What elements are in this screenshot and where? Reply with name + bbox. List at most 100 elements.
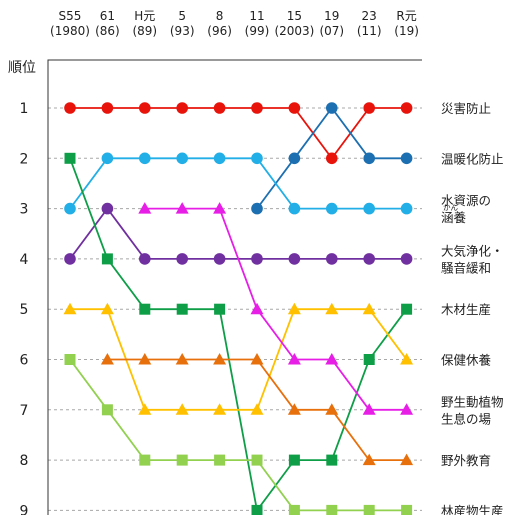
data-point — [288, 253, 301, 265]
data-point — [400, 453, 414, 466]
x-tick-label: 15 (2003) — [274, 9, 314, 38]
data-point — [250, 353, 264, 365]
data-point — [400, 102, 413, 114]
series-line — [69, 207, 407, 260]
series-1 — [64, 102, 413, 165]
x-tick-label: 61 (86) — [95, 9, 120, 38]
legend-label: 野外教育 — [441, 453, 491, 468]
data-point — [363, 354, 375, 365]
data-point — [400, 253, 413, 265]
data-point — [326, 504, 338, 516]
legend-label: 木材生産 — [441, 302, 491, 317]
data-point — [100, 353, 114, 365]
data-point — [138, 353, 152, 365]
data-point — [325, 302, 339, 315]
ruby-annotation: かん — [443, 203, 458, 212]
data-point — [213, 102, 226, 114]
data-point — [101, 152, 114, 165]
data-point — [362, 403, 376, 415]
y-tick-label: 2 — [20, 151, 29, 167]
series-7 — [138, 202, 414, 415]
series-3 — [64, 152, 413, 215]
y-tick-label: 9 — [20, 503, 29, 515]
data-point — [176, 102, 188, 114]
data-point — [363, 253, 376, 265]
data-point — [213, 403, 227, 415]
data-point — [326, 253, 338, 265]
data-point — [400, 152, 413, 165]
data-point — [251, 504, 263, 516]
data-point — [139, 102, 151, 114]
series-9 — [64, 354, 413, 516]
data-point — [101, 404, 113, 416]
legend-label: 保健休養 — [441, 353, 492, 368]
x-tick-label: 8 (96) — [207, 9, 232, 38]
data-point — [326, 454, 338, 466]
data-point — [363, 504, 375, 516]
legend-label: 水資源の涵養 — [441, 193, 491, 225]
data-point — [213, 253, 226, 265]
data-point — [326, 152, 338, 165]
data-point — [139, 454, 151, 466]
x-tick-label: 23 (11) — [357, 9, 382, 38]
data-point — [288, 454, 300, 466]
data-point — [100, 302, 114, 315]
y-tick-label: 4 — [20, 252, 29, 268]
y-tick-label: 3 — [20, 202, 29, 218]
x-tick-label: 19 (07) — [319, 9, 344, 38]
x-tick-label: 5 (93) — [170, 9, 195, 38]
data-point — [101, 253, 113, 265]
data-point — [176, 253, 188, 265]
data-point — [362, 453, 376, 466]
data-point — [250, 302, 264, 315]
data-point — [325, 403, 339, 415]
data-point — [251, 102, 263, 114]
data-point — [251, 152, 263, 165]
axis-frame — [47, 59, 422, 515]
data-point — [287, 302, 301, 315]
data-point — [213, 202, 227, 214]
series-line — [69, 157, 408, 513]
y-axis-label: 順位 — [8, 60, 36, 76]
data-point — [64, 102, 76, 114]
data-point — [64, 152, 76, 164]
data-point — [288, 202, 301, 215]
data-point — [251, 454, 263, 466]
x-tick-label: 11 (99) — [245, 9, 270, 38]
data-point — [400, 403, 414, 415]
legend-label: 災害防止 — [441, 101, 491, 116]
data-point — [251, 202, 263, 215]
data-point — [64, 202, 76, 215]
data-point — [139, 303, 151, 315]
data-point — [175, 353, 189, 365]
data-point — [176, 152, 188, 165]
data-point — [64, 354, 76, 365]
data-point — [288, 102, 301, 114]
data-point — [101, 202, 114, 215]
data-point — [63, 302, 77, 315]
data-point — [400, 202, 413, 215]
data-point — [288, 152, 301, 165]
data-point — [250, 403, 264, 415]
y-tick-label: 8 — [20, 453, 29, 469]
series-2 — [251, 102, 413, 215]
data-point — [363, 202, 376, 215]
series-line — [69, 157, 407, 210]
data-point — [213, 152, 226, 165]
data-point — [326, 102, 338, 114]
series-line — [70, 107, 407, 160]
legend-label: 野生動植物生息の場 — [441, 394, 504, 426]
series-line — [144, 207, 407, 411]
series-layer — [63, 102, 414, 516]
x-tick-label: H元(89) — [132, 9, 157, 38]
data-point — [326, 202, 338, 215]
x-tick-label: S55 (1980) — [50, 9, 90, 38]
axis-layer: 順位 1 2 3 4 5 6 7 8 9 S55 (1980)61 (86) H元(89) 5 (93) 8(… — [8, 9, 422, 519]
legend-label: 大気浄化・騒音緩和 — [441, 243, 504, 275]
data-point — [175, 403, 189, 415]
data-point — [287, 403, 301, 415]
data-point — [288, 504, 300, 516]
data-point — [213, 353, 227, 365]
series-line — [69, 358, 407, 512]
